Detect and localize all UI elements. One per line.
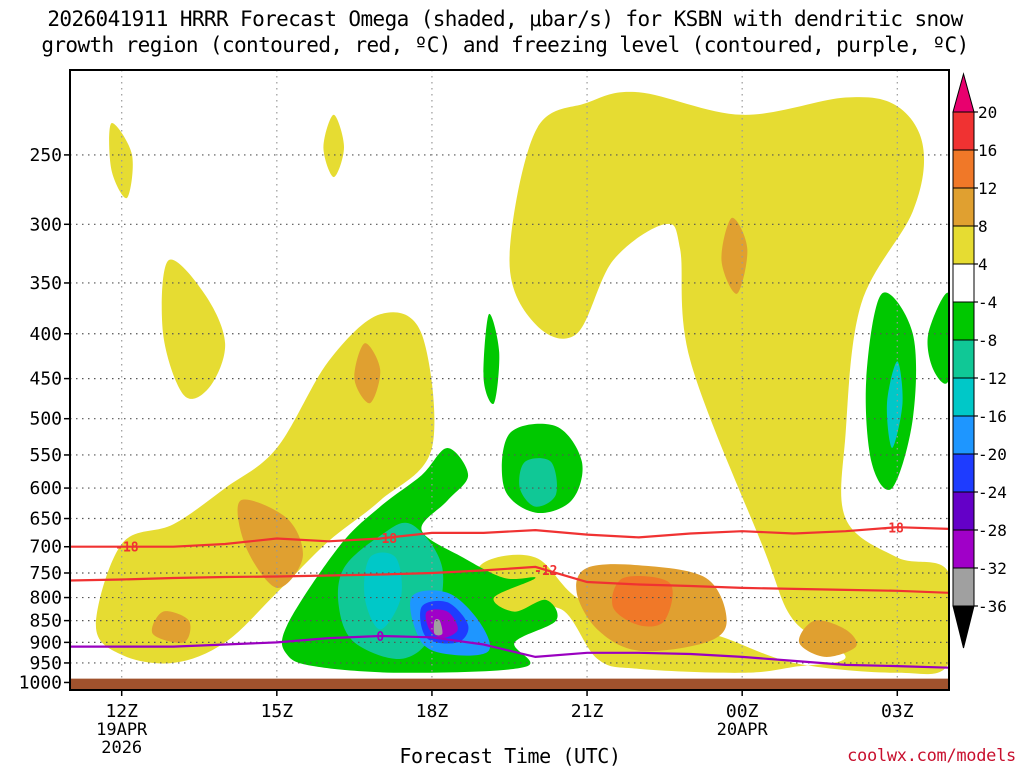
y-tick-label-950: 950 [29, 653, 62, 674]
colorbar-tick-label-8: -16 [978, 407, 1007, 426]
colorbar-bin-10 [952, 491, 975, 531]
contour-label-0-2: -18 [880, 522, 904, 537]
x-tick-label-21Z: 21Z [571, 701, 604, 722]
temperature-contours: -18 -18 -18 -12 0 [70, 522, 949, 669]
y-tick-label-1000: 1000 [19, 672, 62, 693]
omega-region-1 [161, 259, 226, 399]
omega-region-0 [95, 312, 435, 664]
x-tick-label-18Z: 18Z [416, 701, 449, 722]
colorbar-tick-label-6: -8 [978, 331, 997, 350]
y-tick-label-850: 850 [29, 611, 62, 632]
y-tick-label-800: 800 [29, 588, 62, 609]
omega-region-7 [151, 611, 191, 643]
contour-line-0 [70, 526, 949, 548]
colorbar-tick-label-10: -24 [978, 483, 1007, 502]
y-tick-label-500: 500 [29, 409, 62, 430]
omega-region-4 [471, 91, 949, 675]
colorbar-tick-label-2: 12 [978, 179, 997, 198]
colorbar-tick-label-7: -12 [978, 369, 1007, 388]
y-tick-label-550: 550 [29, 445, 62, 466]
colorbar-bin-12 [952, 567, 975, 607]
y-tick-label-300: 300 [29, 214, 62, 235]
colorbar-bin-9 [952, 453, 975, 493]
y-tick-label-700: 700 [29, 537, 62, 558]
colorbar-over-arrow [952, 72, 975, 113]
y-tick-label-750: 750 [29, 563, 62, 584]
y-tick-label-600: 600 [29, 478, 62, 499]
y-tick-label-350: 350 [29, 273, 62, 294]
colorbar-bin-5 [952, 301, 975, 341]
x-tick-sublabel-00Z-0: 20APR [717, 720, 769, 740]
colorbar-bin-2 [952, 187, 975, 227]
plot-frame [69, 69, 950, 691]
x-tick-label-12Z: 12Z [105, 701, 138, 722]
shaded-omega-regions [95, 91, 949, 675]
contour-label-0-0: -18 [115, 541, 139, 556]
omega-region-11 [612, 575, 673, 627]
omega-region-10 [798, 620, 857, 657]
omega-region-14 [483, 313, 500, 404]
colorbar-bin-4 [952, 263, 975, 303]
x-tick-label-00Z: 00Z [726, 701, 759, 722]
colorbar-bin-0 [952, 111, 975, 151]
contour-line-1 [70, 565, 949, 594]
colorbar-tick-label-3: 8 [978, 217, 988, 236]
x-tick-label-15Z: 15Z [261, 701, 294, 722]
colorbar-tick-label-5: -4 [978, 293, 997, 312]
y-tick-label-400: 400 [29, 324, 62, 345]
omega-region-24 [433, 618, 443, 636]
colorbar-tick-label-9: -20 [978, 445, 1007, 464]
colorbar-under-arrow [952, 605, 975, 649]
colorbar-bin-8 [952, 415, 975, 455]
omega-region-16 [927, 292, 949, 384]
y-tick-label-900: 900 [29, 632, 62, 653]
x-tick-label-03Z: 03Z [881, 701, 914, 722]
surface-ground [70, 678, 949, 690]
x-tick-sublabel-12Z-0: 19APR [96, 720, 148, 740]
colorbar-tick-label-1: 16 [978, 141, 997, 160]
omega-region-5 [237, 499, 303, 589]
credit-link[interactable]: coolwx.com/models [847, 746, 1016, 766]
contour-label-0-1: -18 [374, 532, 398, 547]
y-tick-label-650: 650 [29, 509, 62, 530]
contour-label-2-0: 0 [376, 630, 384, 645]
colorbar-tick-label-13: -36 [978, 597, 1007, 616]
omega-region-23 [425, 609, 458, 639]
colorbar-tick-label-12: -32 [978, 559, 1007, 578]
colorbar-bin-11 [952, 529, 975, 569]
omega-region-6 [354, 343, 381, 404]
contour-line-2 [70, 634, 949, 669]
colorbar: 20 16 12 8 4 -4 -8 -12 -16 -20 -24 -28 -32 -36 [952, 72, 1007, 649]
colorbar-bin-7 [952, 377, 975, 417]
contour-label-1-0: -12 [534, 564, 557, 579]
title-line-1: 2026041911 HRRR Forecast Omega (shaded, … [47, 7, 963, 31]
colorbar-tick-label-4: 4 [978, 255, 988, 274]
omega-region-3 [323, 114, 344, 178]
pressure-axis: 2503003504004505005506006507007508008509… [19, 145, 70, 693]
colorbar-tick-label-11: -28 [978, 521, 1007, 540]
omega-region-18 [519, 458, 558, 507]
omega-region-9 [721, 217, 748, 294]
y-tick-label-250: 250 [29, 145, 62, 166]
x-tick-sublabel-12Z-1: 2026 [101, 738, 142, 758]
colorbar-tick-label-0: 20 [978, 103, 997, 122]
omega-region-2 [109, 123, 133, 199]
x-axis-label: Forecast Time (UTC) [399, 744, 621, 768]
y-tick-label-450: 450 [29, 369, 62, 390]
omega-region-19 [364, 552, 402, 630]
colorbar-bin-6 [952, 339, 975, 379]
colorbar-bin-3 [952, 225, 975, 265]
omega-region-20 [886, 361, 903, 448]
chart-title: 2026041911 HRRR Forecast Omega (shaded, … [0, 6, 1010, 58]
title-line-2: growth region (contoured, red, ºC) and f… [41, 33, 969, 57]
colorbar-bin-1 [952, 149, 975, 189]
